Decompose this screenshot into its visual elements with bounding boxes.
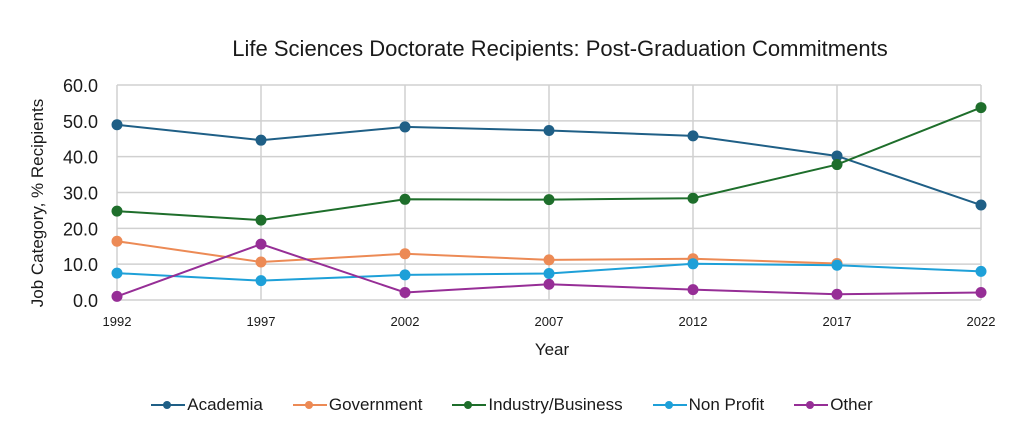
- data-point: [831, 150, 843, 162]
- data-point: [975, 265, 987, 277]
- data-point: [399, 248, 411, 260]
- data-point: [111, 290, 123, 302]
- legend-marker-icon: [151, 398, 186, 412]
- x-axis-label: Year: [534, 340, 570, 359]
- x-tick-label: 1992: [103, 314, 132, 329]
- x-tick-label: 2002: [391, 314, 420, 329]
- legend-label: Non Profit: [688, 395, 765, 414]
- data-point: [111, 267, 123, 279]
- legend-label: Other: [830, 395, 873, 414]
- data-point: [255, 214, 267, 226]
- x-tick-label: 2017: [823, 314, 852, 329]
- data-point: [111, 119, 123, 131]
- data-point: [255, 238, 267, 250]
- data-point: [687, 130, 699, 142]
- data-point: [687, 284, 699, 296]
- y-tick-label: 30.0: [63, 184, 98, 204]
- series-academia: [111, 119, 987, 211]
- x-tick-label: 2007: [535, 314, 564, 329]
- data-point: [975, 199, 987, 211]
- data-point: [399, 121, 411, 133]
- chart-title: Life Sciences Doctorate Recipients: Post…: [232, 36, 888, 61]
- series-industry-business: [111, 102, 987, 226]
- y-tick-label: 40.0: [63, 148, 98, 168]
- legend-item: Government: [292, 395, 423, 415]
- x-tick-label: 2022: [967, 314, 996, 329]
- data-point: [543, 125, 555, 137]
- data-point: [687, 192, 699, 204]
- data-point: [255, 256, 267, 268]
- series-line: [116, 240, 838, 265]
- series-other: [111, 238, 987, 302]
- x-tick-label: 2012: [679, 314, 708, 329]
- data-point: [111, 205, 123, 217]
- data-point: [687, 258, 699, 270]
- y-tick-labels: 0.0 10.0 20.0 30.0 40.0 50.0 60.0: [63, 76, 98, 311]
- y-tick-label: 20.0: [63, 219, 98, 239]
- y-tick-label: 10.0: [63, 255, 98, 275]
- legend-marker-icon: [652, 398, 687, 412]
- legend: Academia Government Industry/Business Non P…: [0, 395, 1024, 415]
- data-point: [975, 102, 987, 114]
- data-point: [831, 159, 843, 171]
- gridlines: [116, 84, 982, 301]
- legend-item: Non Profit: [652, 395, 765, 415]
- y-tick-label: 60.0: [63, 76, 98, 96]
- legend-label: Government: [328, 395, 423, 414]
- data-point: [255, 134, 267, 146]
- data-point: [543, 267, 555, 279]
- x-tick-labels: 1992 1997 2002 2007 2012 2017 2022: [103, 314, 996, 329]
- data-point: [399, 286, 411, 298]
- legend-label: Industry/Business: [488, 395, 623, 414]
- series-lines: [111, 102, 987, 302]
- data-point: [543, 194, 555, 206]
- data-point: [975, 286, 987, 298]
- legend-item: Other: [794, 395, 873, 415]
- legend-marker-icon: [292, 398, 327, 412]
- legend-label: Academia: [187, 395, 263, 414]
- data-point: [543, 278, 555, 290]
- y-tick-label: 0.0: [73, 291, 98, 311]
- data-point: [831, 288, 843, 300]
- legend-item: Academia: [151, 395, 263, 415]
- series-non-profit: [111, 258, 987, 287]
- data-point: [111, 235, 123, 247]
- legend-marker-icon: [452, 398, 487, 412]
- data-point: [831, 259, 843, 271]
- legend-item: Industry/Business: [452, 395, 623, 415]
- x-tick-label: 1997: [247, 314, 276, 329]
- y-tick-label: 50.0: [63, 112, 98, 132]
- data-point: [543, 254, 555, 266]
- data-point: [399, 269, 411, 281]
- data-point: [255, 275, 267, 287]
- data-point: [399, 193, 411, 205]
- legend-marker-icon: [794, 398, 829, 412]
